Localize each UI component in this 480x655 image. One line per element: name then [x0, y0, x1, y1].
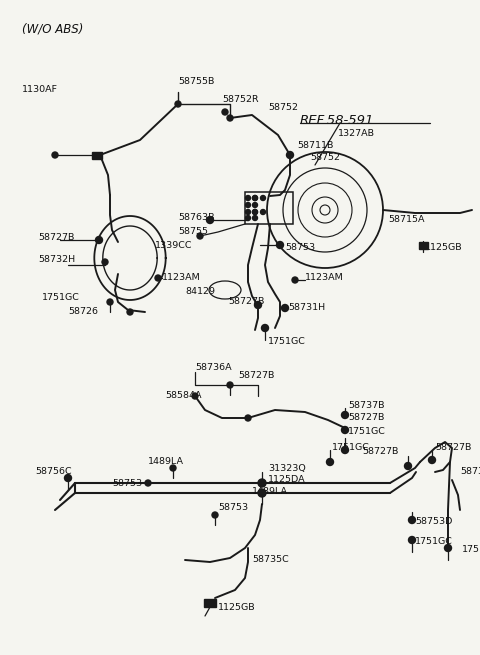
Text: (W/O ABS): (W/O ABS) [22, 22, 84, 35]
Circle shape [444, 544, 452, 552]
Circle shape [52, 152, 58, 158]
Text: 1327AB: 1327AB [338, 128, 375, 138]
Bar [245, 192, 293, 224]
Text: 58753: 58753 [218, 504, 248, 512]
Circle shape [341, 447, 348, 453]
Text: 1339CC: 1339CC [155, 240, 192, 250]
Circle shape [245, 202, 251, 208]
Circle shape [175, 101, 181, 107]
Circle shape [252, 215, 257, 221]
Circle shape [258, 479, 266, 487]
Text: 1123AM: 1123AM [162, 274, 201, 282]
Circle shape [127, 309, 133, 315]
Text: 58737B: 58737B [348, 400, 384, 409]
Text: 58727B: 58727B [435, 443, 471, 453]
Text: 58715A: 58715A [388, 215, 424, 225]
Text: 58732H: 58732H [38, 255, 75, 265]
Circle shape [287, 151, 293, 159]
Circle shape [252, 195, 257, 200]
Text: 58753: 58753 [112, 479, 142, 487]
Text: 58735C: 58735C [252, 555, 289, 565]
Circle shape [245, 415, 251, 421]
Text: 31323Q: 31323Q [268, 464, 306, 472]
Circle shape [145, 480, 151, 486]
Circle shape [192, 393, 198, 399]
Circle shape [245, 215, 251, 221]
Text: 1125DA: 1125DA [268, 476, 306, 485]
Text: 1751GC: 1751GC [332, 443, 370, 453]
Circle shape [252, 210, 257, 214]
Circle shape [245, 210, 251, 214]
Text: 58737B: 58737B [460, 468, 480, 476]
Text: 58752: 58752 [268, 103, 298, 113]
Circle shape [206, 217, 214, 223]
Text: 58727B: 58727B [348, 413, 384, 422]
Circle shape [64, 474, 72, 481]
Circle shape [341, 426, 348, 434]
Text: 58755B: 58755B [178, 77, 215, 86]
Text: 58753: 58753 [285, 244, 315, 252]
Circle shape [252, 195, 257, 200]
Circle shape [261, 210, 265, 214]
Text: 58752R: 58752R [222, 96, 259, 105]
Text: 58756C: 58756C [35, 468, 72, 476]
Circle shape [96, 236, 103, 244]
Text: 58763B: 58763B [178, 214, 215, 223]
Bar [204, 599, 216, 607]
Circle shape [245, 195, 251, 200]
Circle shape [155, 275, 161, 281]
Text: 58731H: 58731H [288, 303, 325, 312]
Text: 58726: 58726 [68, 307, 98, 316]
Text: REF.58-591: REF.58-591 [300, 113, 374, 126]
Text: 1751GC: 1751GC [268, 337, 306, 346]
Circle shape [261, 195, 265, 200]
Text: 58584A: 58584A [165, 390, 202, 400]
Circle shape [258, 489, 266, 497]
Bar [92, 151, 102, 159]
Circle shape [102, 259, 108, 265]
Circle shape [408, 536, 416, 544]
Text: 58727B: 58727B [238, 371, 275, 379]
Circle shape [254, 301, 262, 309]
Text: 58752: 58752 [310, 153, 340, 162]
Text: 1489LA: 1489LA [252, 487, 288, 496]
Circle shape [276, 242, 284, 248]
Circle shape [227, 382, 233, 388]
Circle shape [326, 458, 334, 466]
Circle shape [292, 277, 298, 283]
Circle shape [429, 457, 435, 464]
Circle shape [262, 324, 268, 331]
Circle shape [281, 305, 288, 312]
Text: 1751GC: 1751GC [462, 546, 480, 555]
Text: 1751GC: 1751GC [415, 538, 453, 546]
Circle shape [170, 465, 176, 471]
Text: 1130AF: 1130AF [22, 86, 58, 94]
Text: 58736A: 58736A [195, 364, 232, 373]
Text: 1751GC: 1751GC [348, 428, 386, 436]
Circle shape [107, 299, 113, 305]
Circle shape [227, 115, 233, 121]
Circle shape [252, 210, 257, 214]
Text: 1125GB: 1125GB [218, 603, 256, 612]
Circle shape [408, 517, 416, 523]
Circle shape [197, 233, 203, 239]
Text: 1489LA: 1489LA [148, 457, 184, 466]
Text: 58727B: 58727B [228, 297, 264, 307]
Text: 58711B: 58711B [297, 141, 334, 149]
Text: 58727B: 58727B [362, 447, 398, 457]
Text: 58755: 58755 [178, 227, 208, 236]
Circle shape [222, 109, 228, 115]
Circle shape [341, 411, 348, 419]
Text: 84129: 84129 [185, 288, 215, 297]
Circle shape [252, 202, 257, 208]
Text: 1751GC: 1751GC [42, 293, 80, 303]
Circle shape [405, 462, 411, 470]
Text: 58727B: 58727B [38, 233, 74, 242]
Circle shape [212, 512, 218, 518]
Text: 1125GB: 1125GB [425, 244, 463, 252]
Text: 1123AM: 1123AM [305, 274, 344, 282]
Text: 58753D: 58753D [415, 517, 452, 527]
Bar [419, 242, 428, 248]
